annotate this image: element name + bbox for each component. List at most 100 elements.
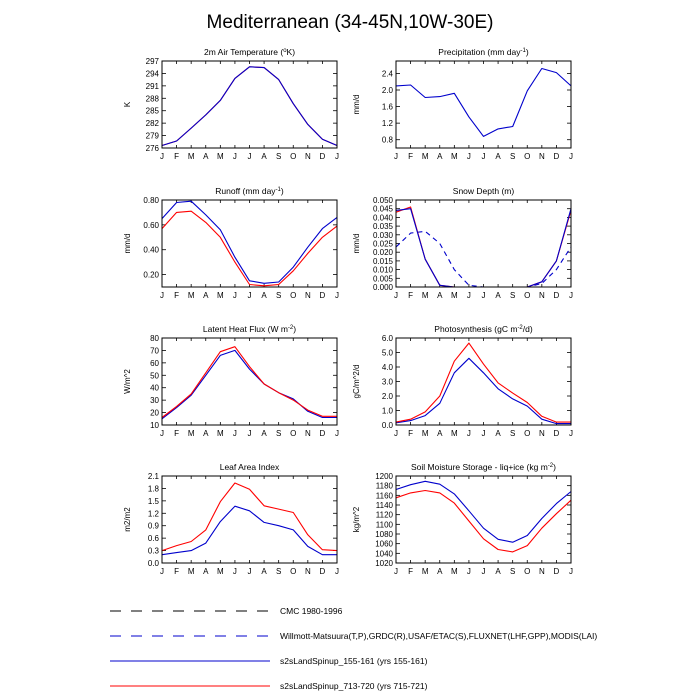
x-tick-label: A (437, 567, 443, 576)
x-tick-label: M (451, 567, 458, 576)
chart-panel: Photosynthesis (gC m-2/d)J F M A M J J A S O N D J0.… (352, 324, 573, 438)
y-axis-label: mm/d (352, 234, 361, 254)
x-tick-label: M (188, 291, 195, 300)
x-tick-label: O (524, 291, 530, 300)
y-tick-label: 0.045 (373, 205, 394, 214)
x-tick-label: M (188, 429, 195, 438)
plot-frame (161, 199, 338, 288)
x-tick-label: N (539, 567, 545, 576)
x-tick-label: D (554, 429, 560, 438)
y-tick-label: 60 (150, 359, 159, 368)
y-tick-label: 0.005 (373, 274, 394, 283)
legend-item: s2sLandSpinup_155-161 (yrs 155-161) (110, 656, 428, 666)
x-tick-label: J (335, 567, 339, 576)
x-tick-label: F (408, 152, 413, 161)
y-tick-label: 0.015 (373, 257, 394, 266)
x-tick-label: D (320, 291, 326, 300)
y-axis-label: mm/d (123, 234, 132, 254)
series-line (161, 210, 338, 287)
y-tick-label: 0.9 (148, 522, 160, 531)
x-tick-label: M (422, 429, 429, 438)
x-tick-label: J (335, 291, 339, 300)
y-tick-label: 2.4 (382, 69, 394, 78)
chart-panel: 2m Air Temperature (oK)J F M A M J J A S O N D J2762… (123, 47, 339, 161)
series-line (161, 66, 338, 147)
y-tick-label: 0.010 (373, 266, 394, 275)
chart-title: Photosynthesis (gC m-2/d) (434, 324, 533, 334)
x-tick-label: J (569, 429, 573, 438)
x-tick-label: A (261, 567, 267, 576)
chart-panel: Snow Depth (m)J F M A M J J A S O N D J0.0000.0050.0… (352, 186, 573, 300)
x-tick-label: S (510, 291, 515, 300)
x-tick-label: A (495, 429, 501, 438)
series-line (395, 342, 571, 423)
x-tick-label: O (524, 152, 530, 161)
y-tick-label: 2.1 (148, 472, 160, 481)
x-tick-label: A (437, 291, 443, 300)
y-tick-label: 10 (150, 421, 159, 430)
x-tick-label: M (451, 152, 458, 161)
x-tick-label: J (335, 429, 339, 438)
x-tick-label: N (305, 291, 311, 300)
x-tick-label: J (233, 429, 237, 438)
plot-frame (395, 60, 572, 149)
y-tick-label: 1180 (376, 482, 394, 491)
x-tick-label: J (248, 291, 252, 300)
legend-label: Willmott-Matsuura(T,P),GRDC(R),USAF/ETAC… (280, 631, 597, 641)
x-tick-label: J (248, 429, 252, 438)
legend-item: CMC 1980-1996 (110, 606, 343, 616)
y-tick-label: 279 (146, 132, 160, 141)
plot-frame (395, 475, 572, 564)
x-tick-label: J (394, 567, 398, 576)
x-tick-label: D (320, 567, 326, 576)
x-tick-label: N (539, 429, 545, 438)
y-tick-label: 0.6 (148, 534, 160, 543)
series-line (395, 480, 572, 543)
x-tick-label: J (335, 152, 339, 161)
y-axis-label: kg/m^2 (352, 506, 361, 532)
y-tick-label: 1040 (375, 549, 393, 558)
x-tick-label: J (394, 291, 398, 300)
chart-title: Latent Heat Flux (W m-2) (203, 324, 296, 334)
x-tick-label: J (569, 567, 573, 576)
x-tick-label: S (276, 291, 281, 300)
x-tick-label: N (305, 567, 311, 576)
y-tick-label: 0.60 (143, 221, 159, 230)
x-tick-label: J (394, 152, 398, 161)
y-tick-label: 1120 (376, 511, 394, 520)
y-tick-label: 0.3 (148, 547, 160, 556)
series-line (161, 349, 337, 420)
x-tick-label: D (554, 291, 560, 300)
plot-frame (161, 337, 338, 426)
x-tick-label: A (261, 291, 267, 300)
y-tick-label: 70 (150, 346, 159, 355)
series-line (161, 482, 338, 552)
x-tick-label: S (276, 567, 281, 576)
chart-panel: Latent Heat Flux (W m-2)J F M A M J J A S O N D J102… (123, 324, 339, 438)
x-tick-label: N (539, 152, 545, 161)
x-tick-label: J (569, 152, 573, 161)
y-tick-label: 30 (150, 396, 159, 405)
x-tick-label: J (248, 567, 252, 576)
x-tick-label: M (422, 152, 429, 161)
y-tick-label: 5.0 (382, 349, 394, 358)
x-tick-label: O (524, 567, 530, 576)
x-tick-label: J (482, 429, 486, 438)
series-line (395, 67, 572, 137)
y-tick-label: 285 (146, 107, 160, 116)
chart-title: Soil Moisture Storage - liq+ice (kg m-2) (411, 462, 556, 472)
y-tick-label: 0.050 (373, 196, 394, 205)
x-tick-label: A (261, 152, 267, 161)
y-tick-label: 1.6 (382, 103, 394, 112)
x-tick-label: S (510, 567, 515, 576)
y-tick-label: 294 (146, 69, 160, 78)
y-tick-label: 276 (146, 144, 160, 153)
x-tick-label: M (188, 152, 195, 161)
page-title: Mediterranean (34-45N,10W-30E) (206, 12, 494, 33)
y-tick-label: 1200 (375, 472, 393, 481)
y-axis-label: mm/d (352, 95, 361, 115)
y-tick-label: 1140 (376, 501, 394, 510)
chart-panel: Runoff (mm day-1)J F M A M J J A S O N D J0.200.400.… (123, 186, 339, 300)
